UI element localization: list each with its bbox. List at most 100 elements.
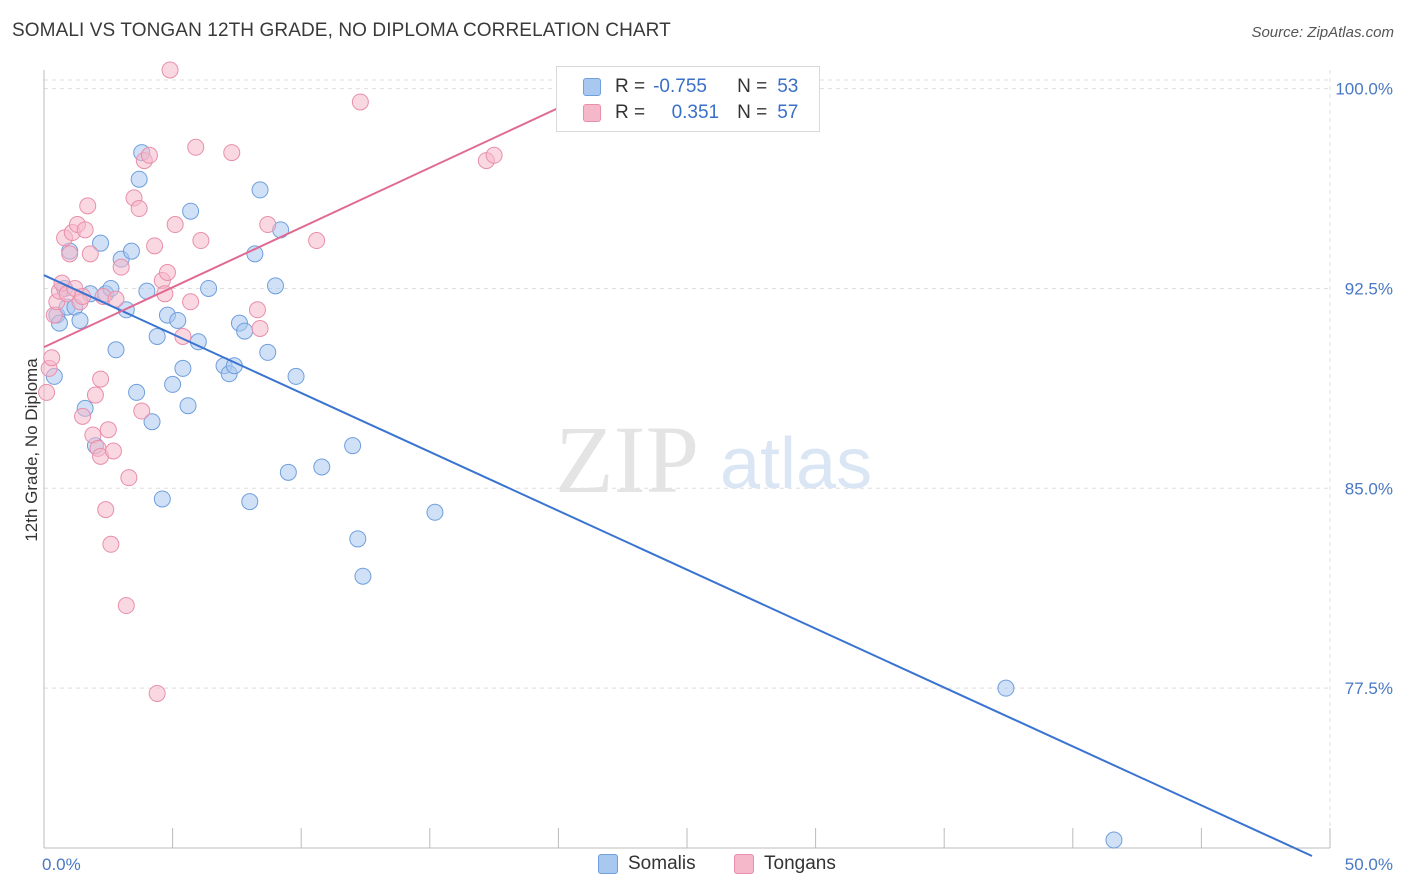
y-tick-label: 100.0% bbox=[1335, 80, 1393, 99]
tongans-point bbox=[158, 263, 176, 281]
trendlines bbox=[43, 101, 1313, 857]
watermark-atlas: atlas bbox=[720, 424, 872, 504]
tongans-point bbox=[112, 258, 130, 276]
tongan-n-value: 57 bbox=[777, 102, 799, 123]
stats-legend: R = -0.755 N = 53 R = 0.351 N = 57 bbox=[556, 66, 820, 132]
somalis-point bbox=[313, 458, 331, 476]
somalis-legend-label: Somalis bbox=[628, 853, 696, 874]
tongan-swatch bbox=[583, 104, 601, 122]
tongans-point bbox=[92, 370, 110, 388]
somalis-point bbox=[71, 311, 89, 329]
tongans-point bbox=[81, 245, 99, 263]
somalis-point bbox=[236, 322, 254, 340]
tongans-point bbox=[102, 535, 120, 553]
tongans-point bbox=[99, 421, 117, 439]
tongan-r-label: R = bbox=[615, 102, 646, 123]
somalis-point bbox=[164, 375, 182, 393]
somalis-point bbox=[266, 277, 284, 295]
tick-labels: 77.5% 85.0% 92.5% 100.0% 0.0% 50.0% bbox=[42, 80, 1393, 874]
x-tick-label: 0.0% bbox=[42, 855, 81, 874]
tongans-point bbox=[259, 216, 277, 234]
somalis-point bbox=[251, 181, 269, 199]
somalis-point bbox=[174, 359, 192, 377]
tongans-point bbox=[79, 197, 97, 215]
tongans-point bbox=[120, 469, 138, 487]
y-tick-label: 77.5% bbox=[1345, 679, 1393, 698]
somalis-point bbox=[179, 397, 197, 415]
tongans-trendline bbox=[43, 101, 572, 349]
tongans-point bbox=[248, 301, 266, 319]
tongans-point bbox=[104, 442, 122, 460]
tongans-point bbox=[43, 349, 61, 367]
tongans-point bbox=[182, 293, 200, 311]
somalis-point bbox=[107, 341, 125, 359]
source-credit: Source: ZipAtlas.com bbox=[1251, 24, 1394, 41]
somalis-point bbox=[92, 234, 110, 252]
somalis-point bbox=[169, 311, 187, 329]
somali-r-label: R = bbox=[615, 76, 646, 97]
tongans-point bbox=[74, 407, 92, 425]
tongan-n-label: N = bbox=[737, 102, 768, 123]
tongans-point bbox=[130, 200, 148, 218]
somalis-point bbox=[1105, 831, 1123, 849]
tongans-point bbox=[223, 144, 241, 162]
legend-item-tongans: Tongans bbox=[734, 852, 836, 876]
tongans-point bbox=[351, 93, 369, 111]
somalis-point bbox=[122, 242, 140, 260]
data-points bbox=[38, 61, 1123, 849]
somalis-point bbox=[259, 343, 277, 361]
tongans-point bbox=[97, 501, 115, 519]
tongans-point bbox=[251, 319, 269, 337]
tongans-legend-swatch bbox=[734, 854, 754, 874]
somalis-point bbox=[143, 413, 161, 431]
stats-row-somali: R = -0.755 N = 53 bbox=[583, 75, 798, 99]
stats-row-tongan: R = 0.351 N = 57 bbox=[583, 101, 798, 125]
axes bbox=[43, 70, 1331, 849]
somalis-point bbox=[128, 383, 146, 401]
tongan-r-value: 0.351 bbox=[671, 102, 720, 123]
tongans-point bbox=[38, 383, 56, 401]
tongans-point bbox=[161, 61, 179, 79]
tongans-point bbox=[485, 146, 503, 164]
somalis-point bbox=[182, 202, 200, 220]
tongans-point bbox=[308, 232, 326, 250]
somalis-point bbox=[200, 279, 218, 297]
tongans-point bbox=[117, 597, 135, 615]
tongans-point bbox=[61, 245, 79, 263]
somalis-point bbox=[279, 463, 297, 481]
y-tick-label: 85.0% bbox=[1345, 479, 1393, 498]
somalis-point bbox=[354, 567, 372, 585]
tongans-point bbox=[76, 221, 94, 239]
somali-n-label: N = bbox=[737, 76, 768, 97]
watermark-zip: ZIP bbox=[555, 406, 699, 513]
somali-r-value: -0.755 bbox=[653, 76, 707, 97]
y-tick-label: 92.5% bbox=[1345, 279, 1393, 298]
tongans-point bbox=[86, 386, 104, 404]
x-tick-label: 50.0% bbox=[1345, 855, 1393, 874]
tongans-point bbox=[140, 146, 158, 164]
somalis-point bbox=[153, 490, 171, 508]
somalis-point bbox=[130, 170, 148, 188]
somalis-point bbox=[349, 530, 367, 548]
somalis-point bbox=[426, 503, 444, 521]
tongans-point bbox=[166, 216, 184, 234]
tongans-point bbox=[133, 402, 151, 420]
somalis-point bbox=[287, 367, 305, 385]
watermark: ZIP atlas bbox=[555, 406, 872, 513]
somalis-point bbox=[148, 327, 166, 345]
somali-swatch bbox=[583, 78, 601, 96]
chart-title: SOMALI VS TONGAN 12TH GRADE, NO DIPLOMA … bbox=[12, 20, 671, 41]
legend-item-somalis: Somalis bbox=[598, 852, 696, 876]
tongans-point bbox=[192, 232, 210, 250]
somalis-legend-swatch bbox=[598, 854, 618, 874]
tongans-point bbox=[148, 684, 166, 702]
somalis-trendline bbox=[43, 274, 1313, 857]
tongans-point bbox=[146, 237, 164, 255]
tongans-point bbox=[187, 138, 205, 156]
tongans-legend-label: Tongans bbox=[764, 853, 836, 874]
somalis-point bbox=[997, 679, 1015, 697]
somalis-point bbox=[344, 437, 362, 455]
somali-n-value: 53 bbox=[777, 76, 799, 97]
somalis-point bbox=[241, 493, 259, 511]
